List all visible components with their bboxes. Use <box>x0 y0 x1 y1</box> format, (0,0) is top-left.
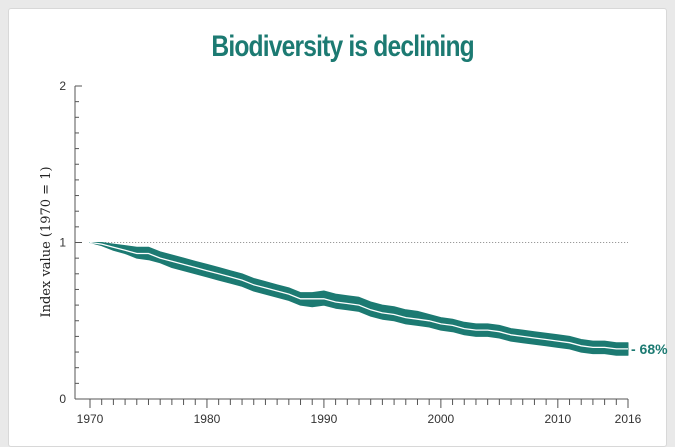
axis-labels: 1970 1980 1990 2000 2010 2016 0 1 2 <box>59 79 641 426</box>
x-tick-label: 2016 <box>615 412 642 426</box>
x-tick-label: 1990 <box>311 412 338 426</box>
chart-title: Biodiversity is declining <box>211 30 474 63</box>
y-tick-label: 0 <box>59 392 66 406</box>
index-line <box>89 241 628 350</box>
chart-card <box>8 8 667 447</box>
axes <box>74 85 629 408</box>
plot-area <box>89 241 629 356</box>
x-tick-label: 1980 <box>194 412 221 426</box>
x-tick-label: 2000 <box>428 412 455 426</box>
confidence-band <box>89 242 629 356</box>
percent-change-annotation: - 68% <box>631 341 668 357</box>
x-tick-label: 2010 <box>544 412 571 426</box>
y-tick-label: 1 <box>59 236 66 250</box>
y-axis-label: Index value (1970 = 1) <box>39 166 54 317</box>
y-tick-label: 2 <box>59 79 66 93</box>
x-tick-label: 1970 <box>77 412 104 426</box>
